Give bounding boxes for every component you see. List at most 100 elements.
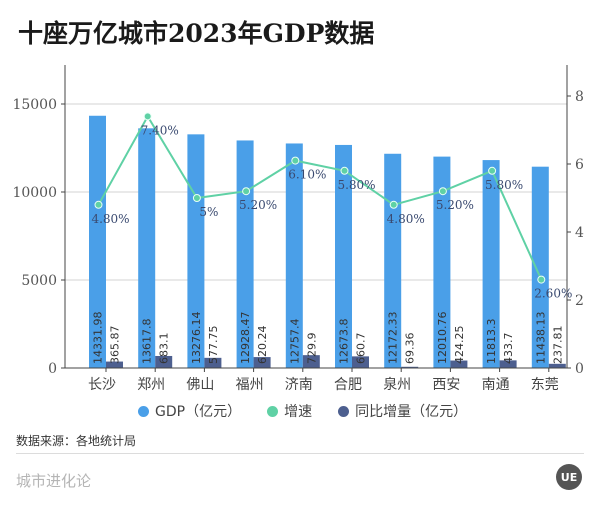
increment-bar-label: 620.24 — [256, 326, 269, 365]
growth-point — [242, 187, 251, 196]
gdp-bar-label: 12928.47 — [239, 312, 252, 365]
increment-bar-label: 424.25 — [453, 326, 466, 365]
increment-bar-label: 729.9 — [305, 333, 318, 365]
category-label: 佛山 — [186, 377, 214, 393]
right-tick-label: 2 — [575, 293, 584, 309]
left-tick-label: 5000 — [21, 273, 57, 289]
gdp-bar — [433, 156, 451, 368]
category-label: 济南 — [285, 377, 313, 393]
growth-point — [340, 166, 349, 175]
right-tick-label: 6 — [575, 157, 584, 173]
legend-swatch-growth — [267, 405, 279, 417]
increment-bar — [253, 357, 271, 368]
right-tick-label: 0 — [575, 361, 584, 377]
chart-title: 十座万亿城市2023年GDP数据 — [18, 19, 375, 48]
increment-bar — [450, 360, 468, 368]
legend-label: 同比增量（亿元） — [355, 404, 468, 420]
category-label: 泉州 — [383, 376, 411, 393]
increment-bar — [352, 356, 369, 368]
increment-bar-label: 683.1 — [158, 333, 171, 365]
growth-label: 5.80% — [337, 178, 375, 192]
gdp-bar — [285, 143, 303, 368]
growth-label: 4.80% — [91, 212, 129, 226]
category-label: 郑州 — [137, 377, 165, 393]
growth-point — [94, 200, 103, 209]
growth-label: 2.60% — [534, 287, 572, 301]
growth-point — [143, 112, 152, 121]
increment-bar-label: 237.81 — [551, 326, 564, 365]
left-tick-label: 15000 — [12, 97, 57, 113]
legend-label: GDP（亿元） — [155, 404, 242, 420]
growth-label: 5.20% — [436, 198, 474, 212]
gdp-bar — [236, 140, 254, 368]
increment-bar-label: 69.36 — [404, 333, 417, 365]
gdp-bar-label: 14331.98 — [92, 312, 105, 365]
data-source: 数据来源：各地统计局 — [16, 434, 137, 448]
growth-point — [291, 156, 300, 165]
increment-bar — [548, 363, 566, 368]
brand-name: 城市进化论 — [16, 472, 92, 490]
growth-label: 6.10% — [288, 168, 326, 182]
left-tick-label: 0 — [48, 361, 57, 377]
gdp-bar — [187, 134, 205, 368]
category-label: 西安 — [432, 377, 460, 393]
gdp-bar-label: 13617.8 — [141, 319, 154, 365]
increment-bar — [499, 360, 517, 368]
increment-bar — [155, 355, 173, 368]
growth-point — [438, 187, 447, 196]
growth-label: 5% — [199, 205, 218, 219]
gdp-bar — [335, 144, 352, 368]
chart-area: 0 5000 10000 15000 0 2 4 6 8 长沙 郑州 佛山 福州 济南 合肥 泉州 西安 南通 东莞… — [12, 65, 584, 393]
gdp-bar-label: 12673.8 — [338, 319, 351, 365]
divider — [16, 453, 584, 454]
brand-logo-icon: UE — [556, 464, 582, 490]
growth-label: 5.80% — [485, 178, 523, 192]
bars — [89, 115, 566, 369]
axes: 0 5000 10000 15000 0 2 4 6 8 长沙 郑州 佛山 福州 济南 合肥 泉州 西安 南通 东莞 — [12, 65, 584, 393]
increment-bar-label: 433.7 — [502, 333, 515, 365]
category-label: 合肥 — [334, 377, 362, 393]
legend-item-gdp[interactable]: GDP（亿元） — [138, 401, 241, 421]
growth-line — [94, 112, 546, 284]
increment-bar-label: 365.87 — [109, 326, 122, 365]
gdp-bar — [138, 128, 156, 368]
growth-point — [389, 200, 398, 209]
increment-bar — [106, 361, 123, 368]
legend-swatch-gdp — [138, 405, 149, 417]
legend-item-increment[interactable]: 同比增量（亿元） — [338, 401, 467, 421]
category-label: 长沙 — [88, 377, 116, 393]
gdp-bar — [89, 115, 106, 369]
category-label: 南通 — [482, 377, 510, 393]
growth-label: 7.40% — [141, 123, 179, 137]
increment-bar-label: 660.7 — [355, 333, 368, 365]
gdp-bar-label: 11813.3 — [485, 319, 498, 364]
gdp-bar — [531, 166, 549, 368]
growth-point — [537, 275, 546, 284]
growth-point — [488, 166, 497, 175]
growth-line-path — [97, 114, 543, 281]
growth-label: 4.80% — [387, 212, 425, 226]
gdp-bar-label: 12172.33 — [387, 312, 400, 365]
gdp-bar — [482, 160, 500, 368]
legend-item-growth[interactable]: 增速 — [267, 401, 312, 421]
increment-bar — [204, 357, 222, 368]
category-label: 福州 — [236, 377, 264, 393]
right-tick-label: 8 — [575, 89, 584, 105]
legend-label: 增速 — [284, 404, 313, 420]
gdp-bar-label: 13276.14 — [190, 312, 203, 365]
increment-bar — [401, 366, 419, 368]
right-tick-label: 4 — [575, 225, 584, 241]
gdp-bar — [384, 153, 402, 368]
gdp-bar-label: 11438.13 — [534, 312, 547, 365]
left-tick-label: 10000 — [12, 185, 57, 201]
data-labels: 14331.98 365.87 13617.8 683.1 13276.14 577.75… — [91, 123, 572, 364]
growth-point — [192, 194, 201, 202]
growth-label: 5.20% — [239, 198, 277, 212]
gdp-bar-label: 12010.76 — [436, 312, 449, 365]
legend: GDP（亿元） 增速 同比增量（亿元） — [138, 401, 467, 421]
increment-bar — [302, 355, 320, 368]
legend-swatch-increment — [338, 405, 350, 417]
category-label: 东莞 — [531, 377, 559, 393]
gdp-bar-label: 12757.4 — [288, 319, 301, 365]
increment-bar-label: 577.75 — [207, 326, 220, 365]
